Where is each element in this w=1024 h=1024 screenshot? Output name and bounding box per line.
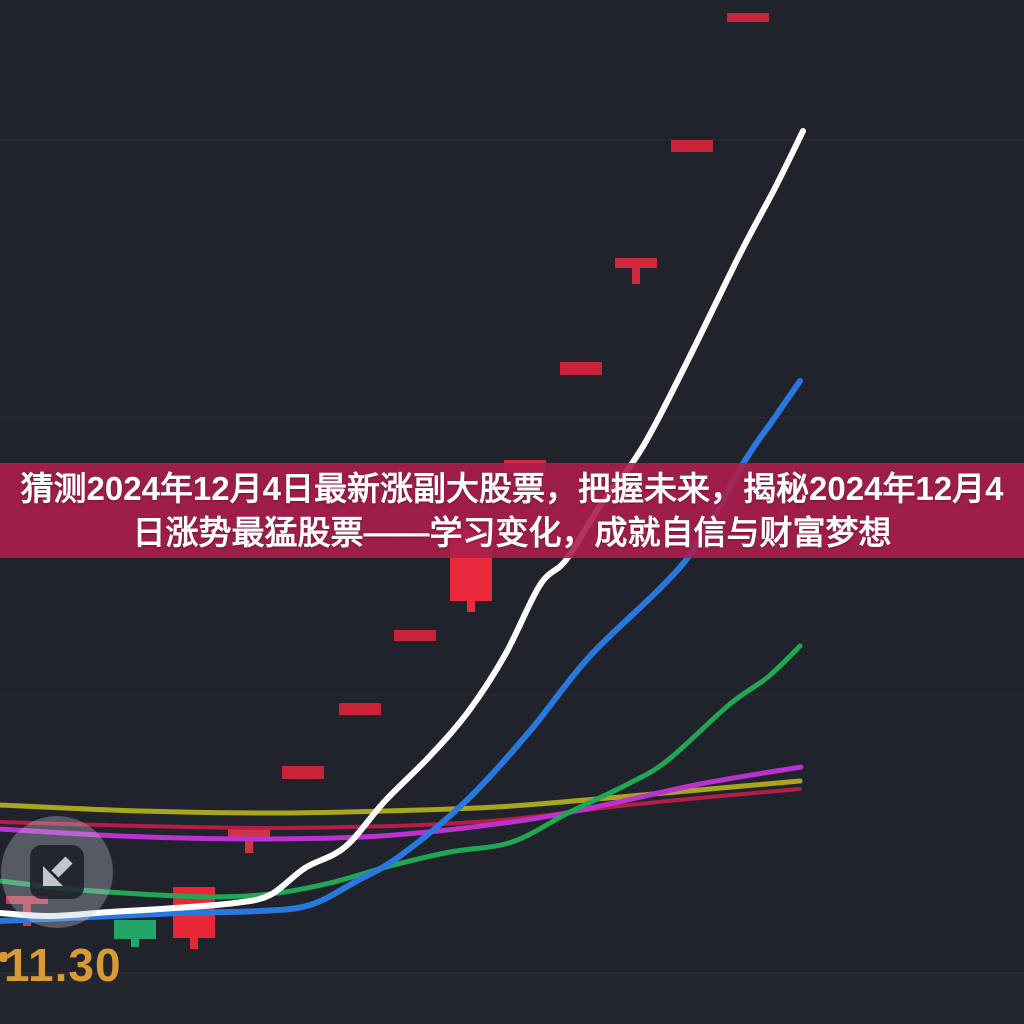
- ma-line-yellow: [0, 778, 803, 816]
- candle-body: [6, 896, 48, 904]
- candle-wick: [632, 268, 640, 284]
- candle-body: [114, 920, 156, 939]
- headline-line-1: 猜测2024年12月4日最新涨副大股票，把握未来，揭秘2024年12月4: [20, 469, 1004, 507]
- candle-body: [671, 140, 713, 152]
- candle-body: [560, 362, 602, 375]
- watermark-badge: [1, 816, 113, 928]
- candle-wick: [190, 938, 198, 949]
- price-label: 11.30: [4, 939, 122, 991]
- diagonal-arrow-icon: [30, 845, 84, 899]
- candle-body: [394, 630, 436, 641]
- chart-footer-strip: [0, 973, 1024, 1024]
- headline-banner: 猜测2024年12月4日最新涨副大股票，把握未来，揭秘2024年12月4 日涨势…: [0, 463, 1024, 558]
- ma-line-purple: [0, 764, 804, 842]
- candle-wick: [467, 601, 475, 612]
- diagonal-arrow-glyph: [43, 856, 73, 886]
- candle-wick: [245, 837, 253, 853]
- ma-line-crimson: [0, 787, 802, 831]
- headline-line-2: 日涨势最猛股票——学习变化，成就自信与财富梦想: [132, 513, 892, 551]
- candle-body: [228, 827, 270, 837]
- candle-body: [282, 766, 324, 779]
- candle-wick: [131, 939, 139, 947]
- ma-line-white: [0, 128, 806, 920]
- ma-line-green: [0, 643, 803, 900]
- ma-line-blue: [0, 378, 803, 924]
- candle-body: [339, 703, 381, 715]
- candle-body: [727, 13, 769, 22]
- candle-body: [615, 258, 657, 268]
- clipped-digit-fragment: [0, 952, 7, 962]
